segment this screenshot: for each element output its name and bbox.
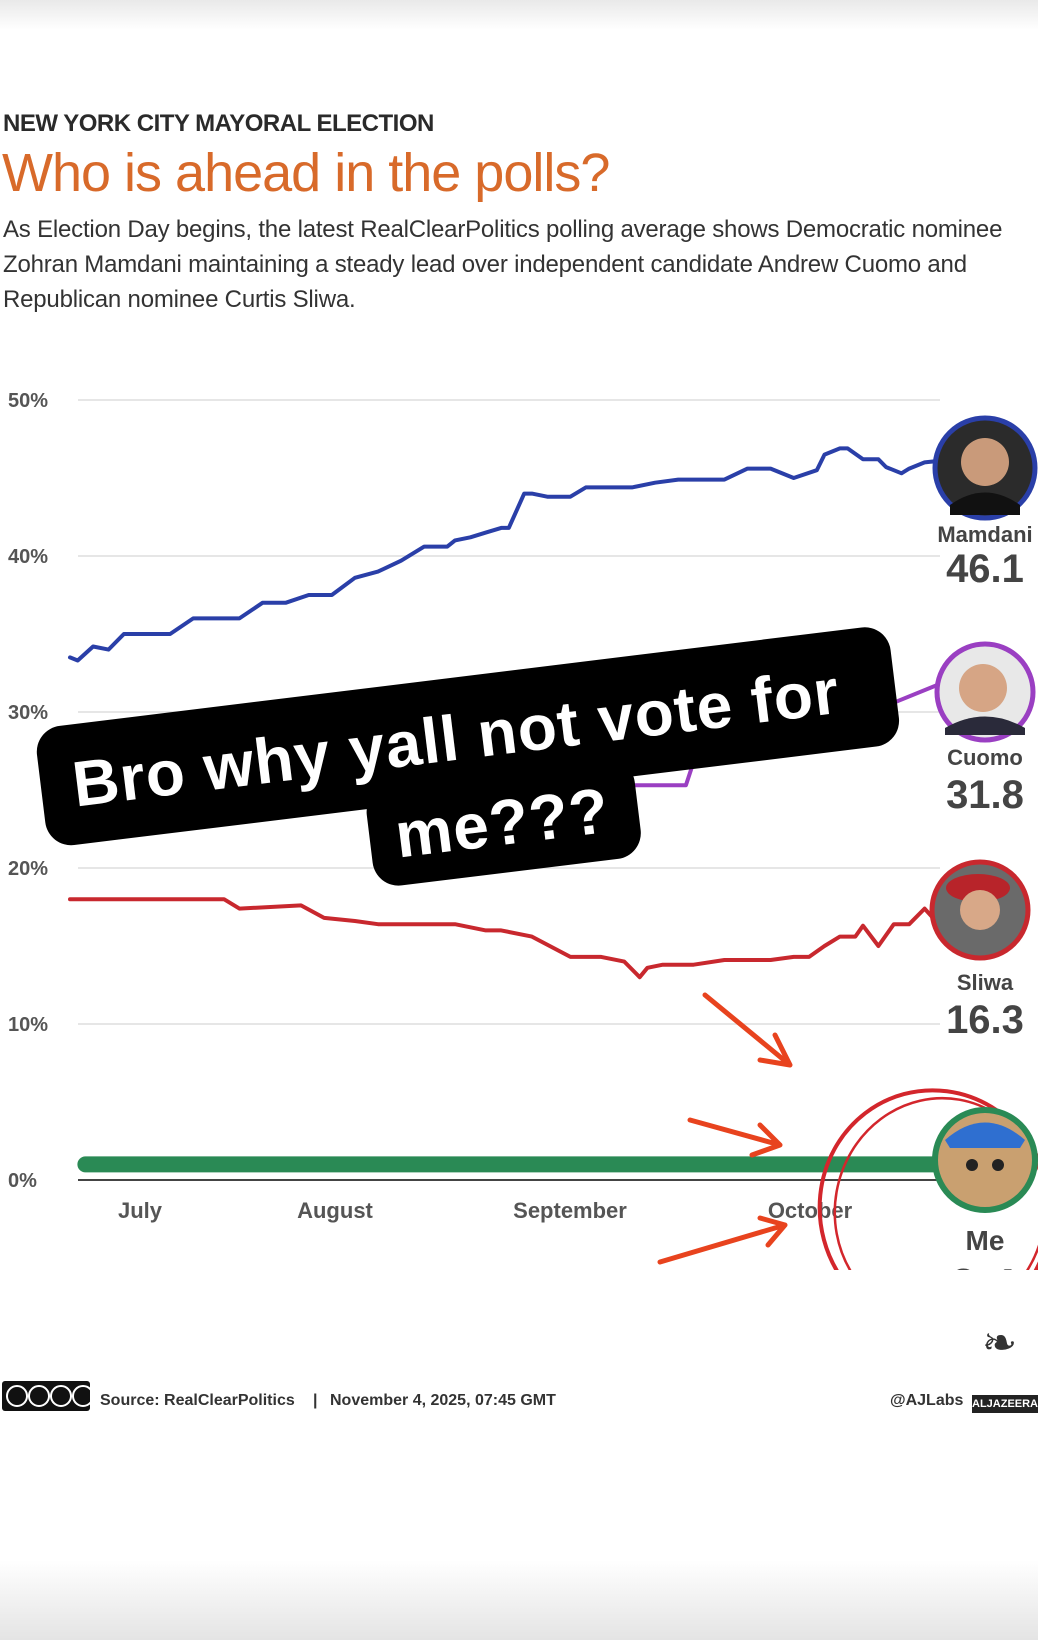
- y-tick-label: 40%: [8, 546, 48, 568]
- series-name-label: Mamdani: [937, 522, 1032, 547]
- chart-intro: As Election Day begins, the latest RealC…: [3, 216, 1003, 313]
- avatar-mamdani: [932, 415, 1038, 521]
- series-value-label: 46.1: [946, 547, 1024, 591]
- avatar-cuomo: [934, 641, 1036, 743]
- poll-chart: 50% 40% 30% 20% 10% 0% July August September Octo…: [8, 390, 1038, 1270]
- x-tick-label: July: [118, 1198, 163, 1223]
- source-label: Source: RealClearPolitics: [100, 1392, 295, 1409]
- red-circle: [817, 1088, 1038, 1270]
- red-circle-inner: [833, 1096, 1038, 1270]
- x-tick-label: September: [513, 1198, 627, 1223]
- top-fade: [0, 0, 1038, 30]
- cc-license-badge: [2, 1381, 94, 1411]
- chart-kicker: NEW YORK CITY MAYORAL ELECTION: [3, 110, 434, 137]
- series-value-label: 31.8: [946, 773, 1024, 817]
- y-tick-label: 20%: [8, 858, 48, 880]
- y-tick-label: 50%: [8, 390, 48, 412]
- series-name-label: Cuomo: [947, 745, 1023, 770]
- y-tick-label: 10%: [8, 1014, 48, 1036]
- x-tick-label: October: [768, 1198, 853, 1223]
- series-value-label: 16.3: [946, 998, 1024, 1042]
- series-name-label: Sliwa: [957, 970, 1014, 995]
- aljazeera-wordmark: ALJAZEERA: [972, 1395, 1038, 1413]
- chart-title: Who is ahead in the polls?: [2, 143, 610, 203]
- red-arrow-3: [657, 1215, 788, 1265]
- avatar-sliwa: [929, 859, 1031, 961]
- bottom-fade: [0, 1560, 1038, 1640]
- x-tick-label: August: [297, 1198, 373, 1223]
- series-name-label: Me: [966, 1225, 1005, 1256]
- publish-date: November 4, 2025, 07:45 GMT: [330, 1392, 556, 1409]
- y-tick-label: 30%: [8, 702, 48, 724]
- series-value-label: 0.1: [949, 1259, 1021, 1270]
- avatar-me: [932, 1107, 1038, 1213]
- aljazeera-logo-icon: ❧: [982, 1319, 1018, 1366]
- red-arrow-1: [702, 992, 793, 1068]
- avatar-layer: [929, 415, 1038, 1213]
- source-separator: |: [313, 1392, 318, 1409]
- y-tick-label: 0%: [8, 1170, 37, 1192]
- series-line-sliwa: [68, 897, 942, 980]
- aj-handle: @AJLabs: [890, 1392, 964, 1409]
- annotation-layer: [657, 992, 1038, 1270]
- red-arrow-2: [687, 1117, 783, 1158]
- series-line-mamdani: [68, 446, 942, 663]
